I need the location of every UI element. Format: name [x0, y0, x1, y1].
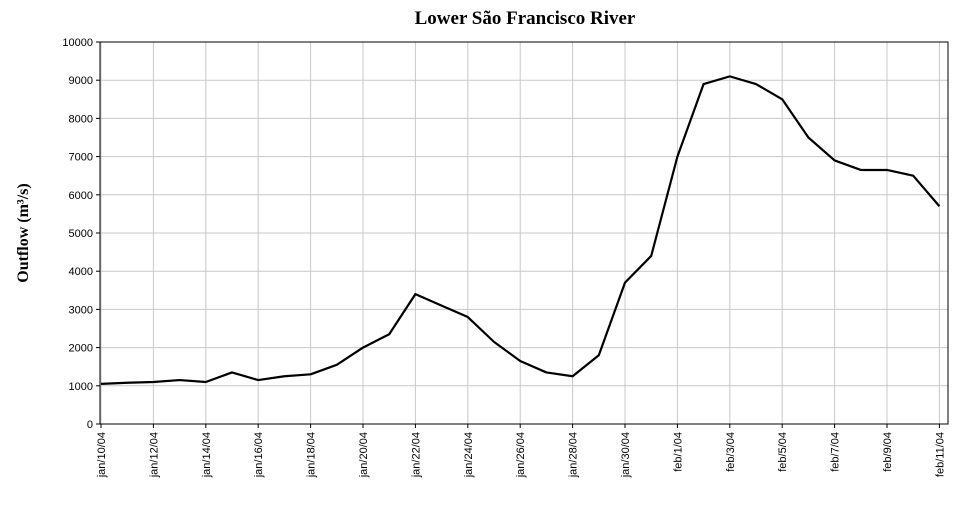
x-tick-label: jan/12/04: [148, 432, 160, 478]
x-tick-label: jan/18/04: [306, 432, 318, 478]
x-tick-label: feb/11/04: [934, 432, 946, 477]
x-tick-label: feb/5/04: [777, 432, 789, 472]
y-tick-label: 8000: [69, 113, 93, 125]
y-tick-label: 2000: [69, 343, 93, 355]
y-tick-label: 0: [87, 419, 93, 431]
x-tick-label: jan/30/04: [620, 432, 632, 478]
y-tick-label: 6000: [69, 190, 93, 202]
x-tick-label: jan/10/04: [96, 432, 108, 478]
y-tick-label: 1000: [69, 381, 93, 393]
x-tick-label: feb/3/04: [725, 432, 737, 472]
y-tick-label: 5000: [69, 228, 93, 240]
y-axis-label: Outflow (m³/s): [15, 183, 32, 282]
x-tick-label: jan/24/04: [463, 432, 475, 478]
x-tick-label: feb/7/04: [830, 432, 842, 472]
y-tick-label: 3000: [69, 304, 93, 316]
x-tick-label: jan/20/04: [358, 432, 370, 478]
y-tick-label: 10000: [62, 37, 93, 49]
x-tick-label: jan/14/04: [201, 432, 213, 478]
plot-frame: [99, 41, 949, 425]
y-tick-label: 7000: [69, 152, 93, 164]
data-line: [100, 75, 941, 385]
x-tick-label: jan/16/04: [253, 432, 265, 478]
chart-title: Lower São Francisco River: [415, 8, 636, 29]
y-tick-label: 4000: [69, 266, 93, 278]
x-tick-label: feb/1/04: [672, 432, 684, 472]
x-tick-label: jan/26/04: [515, 432, 527, 478]
x-tick-label: jan/22/04: [410, 432, 422, 478]
x-tick-label: jan/28/04: [568, 432, 580, 478]
x-tick-label: feb/9/04: [882, 432, 894, 472]
y-tick-label: 9000: [69, 75, 93, 87]
